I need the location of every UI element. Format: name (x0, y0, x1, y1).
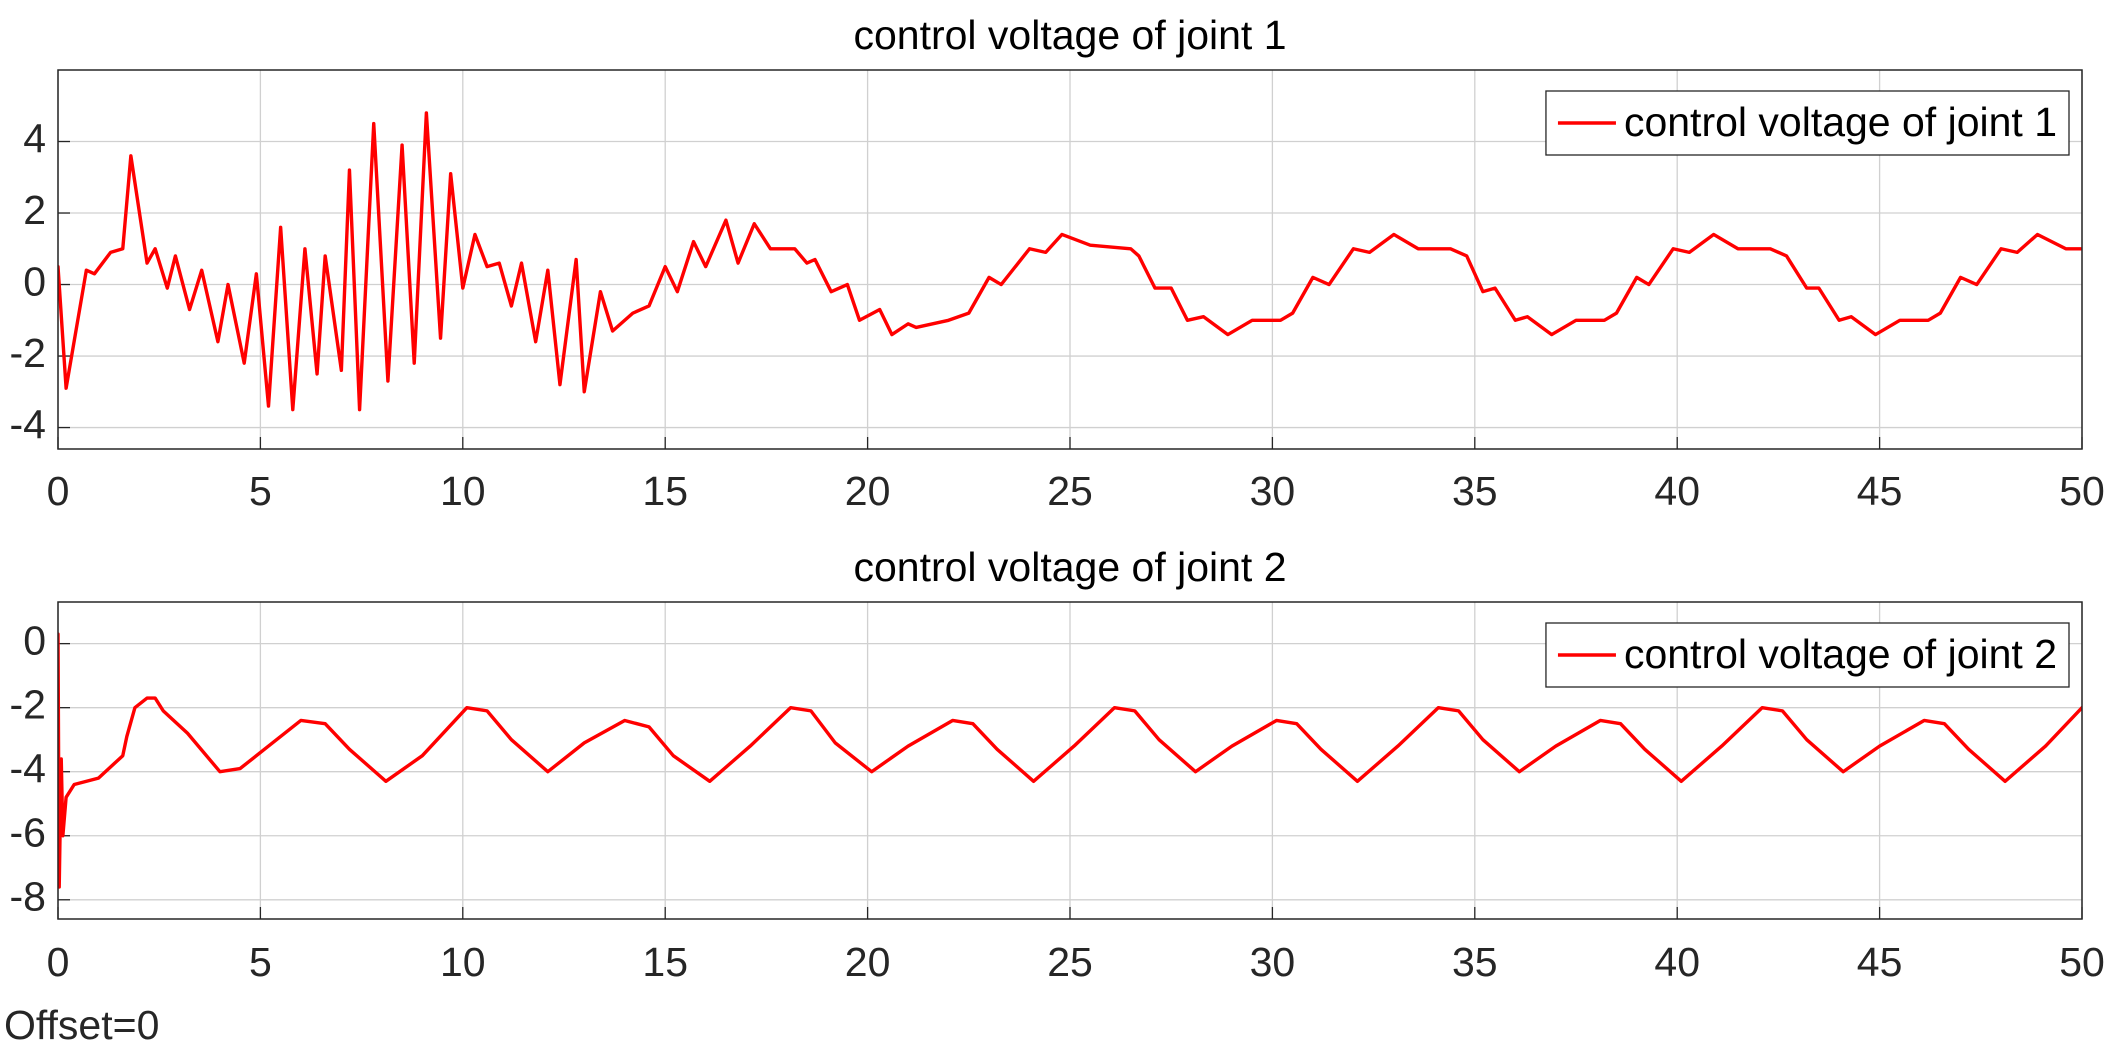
y-tick-label: -4 (10, 746, 46, 792)
series-group (58, 632, 2082, 889)
data-line (58, 111, 2082, 412)
x-tick-label: 25 (1047, 468, 1093, 514)
legend-box (1545, 622, 2070, 688)
x-tick-label: 30 (1250, 468, 1296, 514)
x-tick-label: 15 (642, 939, 688, 985)
legend: control voltage of joint 2 (1545, 622, 2070, 688)
x-tick-label: 0 (47, 939, 70, 985)
legend-box (1545, 90, 2070, 156)
chart-title: control voltage of joint 1 (853, 12, 1286, 58)
y-tick-label: 0 (23, 258, 46, 304)
y-tick-label: -8 (10, 874, 46, 920)
series-group (58, 111, 2082, 412)
x-tick-label: 20 (845, 939, 891, 985)
axes-box (57, 69, 2083, 450)
legend: control voltage of joint 1 (1545, 90, 2070, 156)
x-tick-label: 5 (249, 468, 272, 514)
x-tick-label: 10 (440, 939, 486, 985)
x-tick-label: 45 (1857, 939, 1903, 985)
x-tick-label: 45 (1857, 468, 1903, 514)
x-tick-label: 15 (642, 468, 688, 514)
x-tick-label: 35 (1452, 939, 1498, 985)
x-tick-label: 40 (1654, 468, 1700, 514)
x-tick-label: 40 (1654, 939, 1700, 985)
y-tick-label: 4 (23, 115, 46, 161)
offset-label: Offset=0 (4, 1002, 159, 1048)
x-tick-label: 10 (440, 468, 486, 514)
x-tick-label: 5 (249, 939, 272, 985)
data-line (58, 632, 2082, 889)
chart-title: control voltage of joint 2 (853, 544, 1286, 590)
x-tick-label: 25 (1047, 939, 1093, 985)
x-tick-label: 35 (1452, 468, 1498, 514)
x-tick-label: 20 (845, 468, 891, 514)
legend-label: control voltage of joint 2 (1624, 631, 2057, 677)
x-tick-label: 0 (47, 468, 70, 514)
y-tick-label: 2 (23, 187, 46, 233)
x-tick-label: 50 (2059, 468, 2105, 514)
axes-box (57, 601, 2083, 920)
x-tick-label: 50 (2059, 939, 2105, 985)
y-tick-label: -6 (10, 810, 46, 856)
x-tick-label: 30 (1250, 939, 1296, 985)
legend-label: control voltage of joint 1 (1624, 99, 2057, 145)
y-tick-label: -2 (10, 330, 46, 376)
y-tick-label: 0 (23, 617, 46, 663)
y-tick-label: -2 (10, 681, 46, 727)
y-tick-label: -4 (10, 401, 46, 447)
